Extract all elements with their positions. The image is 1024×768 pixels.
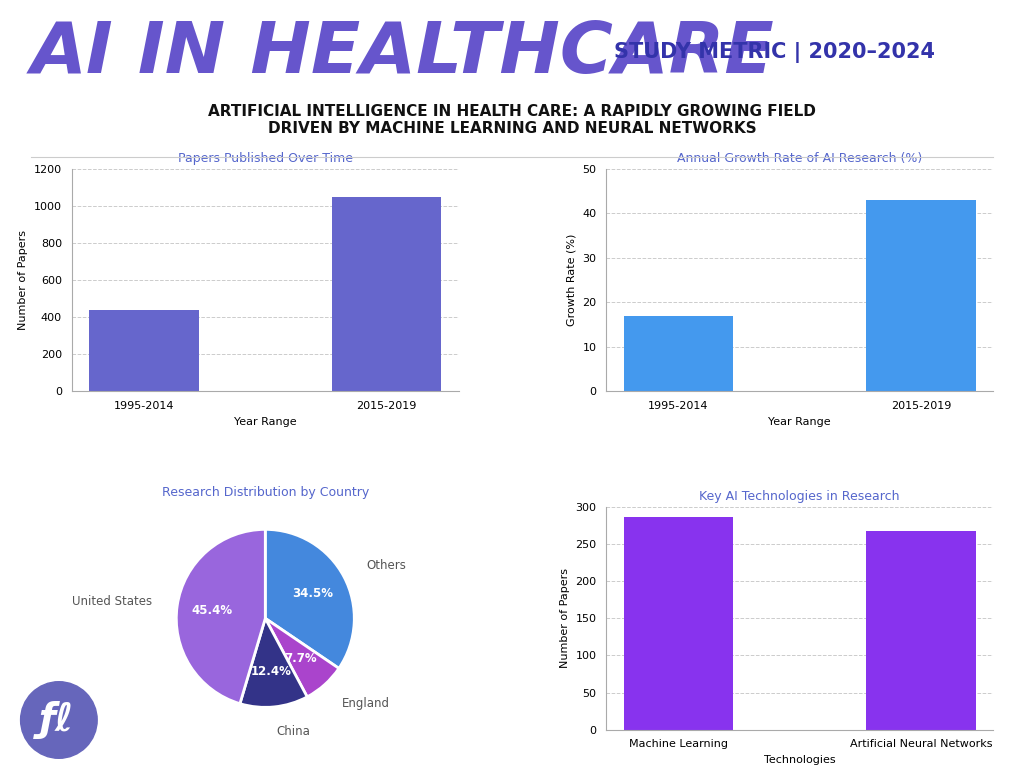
- Title: Key AI Technologies in Research: Key AI Technologies in Research: [699, 490, 900, 503]
- Bar: [624, 517, 733, 730]
- Wedge shape: [240, 618, 307, 707]
- Text: ARTIFICIAL INTELLIGENCE IN HEALTH CARE: A RAPIDLY GROWING FIELD
DRIVEN BY MACHIN: ARTIFICIAL INTELLIGENCE IN HEALTH CARE: …: [208, 104, 816, 136]
- Title: Papers Published Over Time: Papers Published Over Time: [178, 152, 353, 165]
- X-axis label: Year Range: Year Range: [233, 417, 297, 427]
- Bar: [332, 197, 441, 392]
- Bar: [624, 316, 733, 392]
- Text: 7.7%: 7.7%: [285, 651, 317, 664]
- X-axis label: Technologies: Technologies: [764, 755, 836, 765]
- Title: Research Distribution by Country: Research Distribution by Country: [162, 486, 369, 499]
- Bar: [89, 310, 199, 392]
- Text: United States: United States: [73, 595, 153, 608]
- Circle shape: [20, 682, 97, 758]
- Text: Others: Others: [366, 558, 406, 571]
- Text: England: England: [341, 697, 389, 710]
- Wedge shape: [265, 529, 354, 668]
- Text: AI IN HEALTHCARE: AI IN HEALTHCARE: [31, 19, 774, 88]
- Wedge shape: [176, 529, 265, 703]
- Y-axis label: Number of Papers: Number of Papers: [18, 230, 29, 330]
- Bar: [866, 531, 976, 730]
- Text: STUDY METRIC | 2020–2024: STUDY METRIC | 2020–2024: [614, 42, 935, 63]
- X-axis label: Year Range: Year Range: [768, 417, 831, 427]
- Text: 34.5%: 34.5%: [292, 587, 333, 600]
- Wedge shape: [265, 618, 339, 697]
- Y-axis label: Growth Rate (%): Growth Rate (%): [566, 234, 577, 326]
- Text: ƒℓ: ƒℓ: [39, 701, 75, 739]
- Bar: [866, 200, 976, 392]
- Title: Annual Growth Rate of AI Research (%): Annual Growth Rate of AI Research (%): [677, 152, 923, 165]
- Text: 12.4%: 12.4%: [250, 665, 291, 678]
- Text: China: China: [276, 725, 310, 738]
- Text: 45.4%: 45.4%: [191, 604, 233, 617]
- Y-axis label: Number of Papers: Number of Papers: [560, 568, 569, 668]
